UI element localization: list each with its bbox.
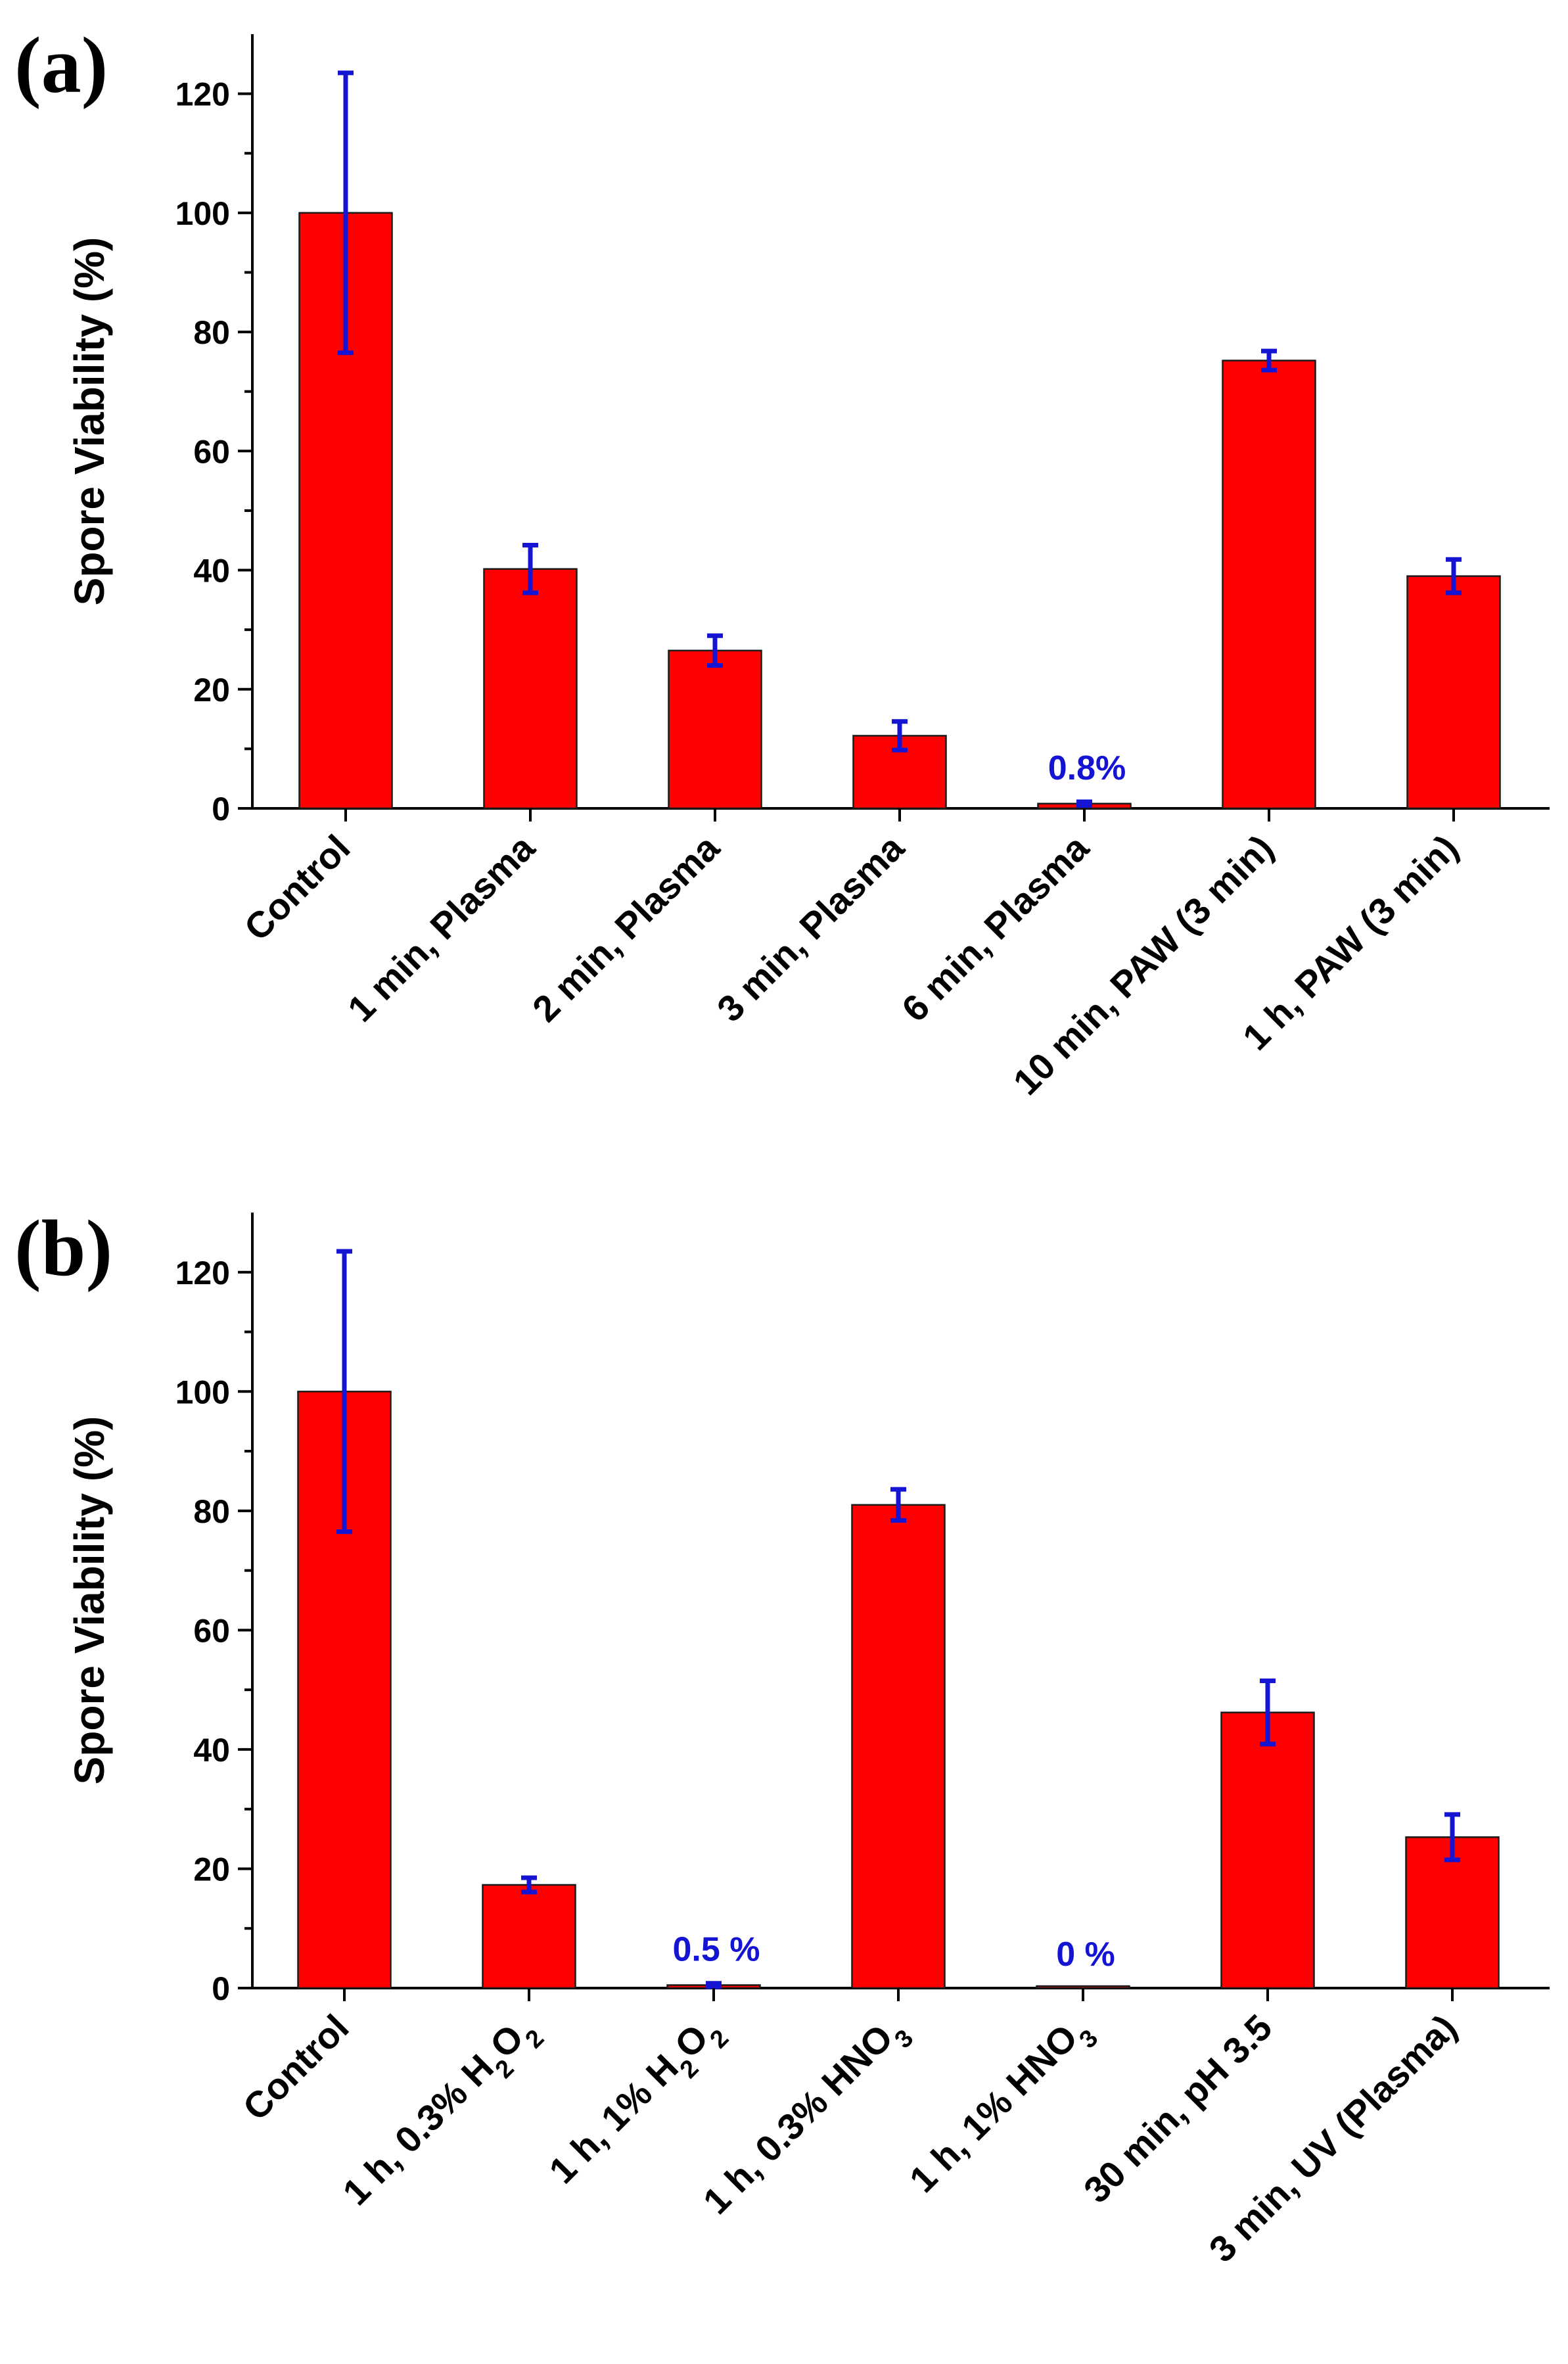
panel-letter: (a) — [14, 21, 108, 110]
bar — [1222, 359, 1316, 810]
x-tick-label: 1 min, Plasma — [340, 826, 543, 1029]
bar — [483, 568, 578, 810]
x-tick-label: Control — [235, 2006, 356, 2128]
bar — [668, 649, 762, 810]
x-tick-label: 1 h, 0.3% H2O2 — [334, 2006, 549, 2221]
y-tick-label: 120 — [175, 76, 230, 113]
y-tick-label: 80 — [193, 1493, 230, 1530]
bar — [851, 1504, 946, 1989]
y-tick-label: 100 — [175, 1374, 230, 1410]
data-annotation: 0.5 % — [673, 1931, 760, 1969]
y-tick-label: 0 — [212, 791, 230, 827]
y-axis-title: Spore Viability (%) — [66, 1416, 113, 1785]
x-tick-label: 1 h, 1% H2O2 — [541, 2006, 734, 2200]
bar — [1036, 1985, 1130, 1989]
y-axis-title: Spore Viability (%) — [66, 237, 113, 606]
x-tick-label: 1 h, 1% HNO3 — [902, 2006, 1104, 2209]
y-tick-label: 40 — [193, 553, 230, 590]
y-tick-label: 60 — [193, 1612, 230, 1649]
bar — [1406, 575, 1501, 810]
x-tick-label: Control — [236, 827, 357, 948]
bar — [482, 1884, 576, 1989]
chart-panel-b: (b) 0 20 40 60 80 100 120 Spore Viability (%) Con… — [14, 1204, 1550, 2270]
panel-letter: (b) — [14, 1204, 112, 1293]
y-tick-label: 80 — [193, 314, 230, 351]
x-tick-label: 3 min, Plasma — [709, 826, 912, 1029]
chart-panel-a: (a) 0 20 40 60 80 100 120 Spore Viability (%) Con… — [14, 21, 1550, 1103]
x-tick-label: 2 min, Plasma — [524, 826, 727, 1029]
y-tick-label: 120 — [175, 1255, 230, 1291]
y-tick-label: 0 — [212, 1970, 230, 2007]
y-tick-label: 100 — [175, 195, 230, 232]
y-tick-label: 60 — [193, 433, 230, 470]
data-annotation: 0.8% — [1048, 749, 1126, 787]
x-tick-label: 30 min, pH 3.5 — [1076, 2006, 1280, 2211]
y-tick-label: 20 — [193, 1851, 230, 1888]
bar — [1220, 1711, 1315, 1989]
data-annotation: 0 % — [1056, 1935, 1115, 1974]
y-tick-label: 20 — [193, 672, 230, 708]
y-tick-label: 40 — [193, 1732, 230, 1769]
x-tick-label: 6 min, Plasma — [894, 826, 1097, 1029]
bar — [1405, 1836, 1500, 1989]
